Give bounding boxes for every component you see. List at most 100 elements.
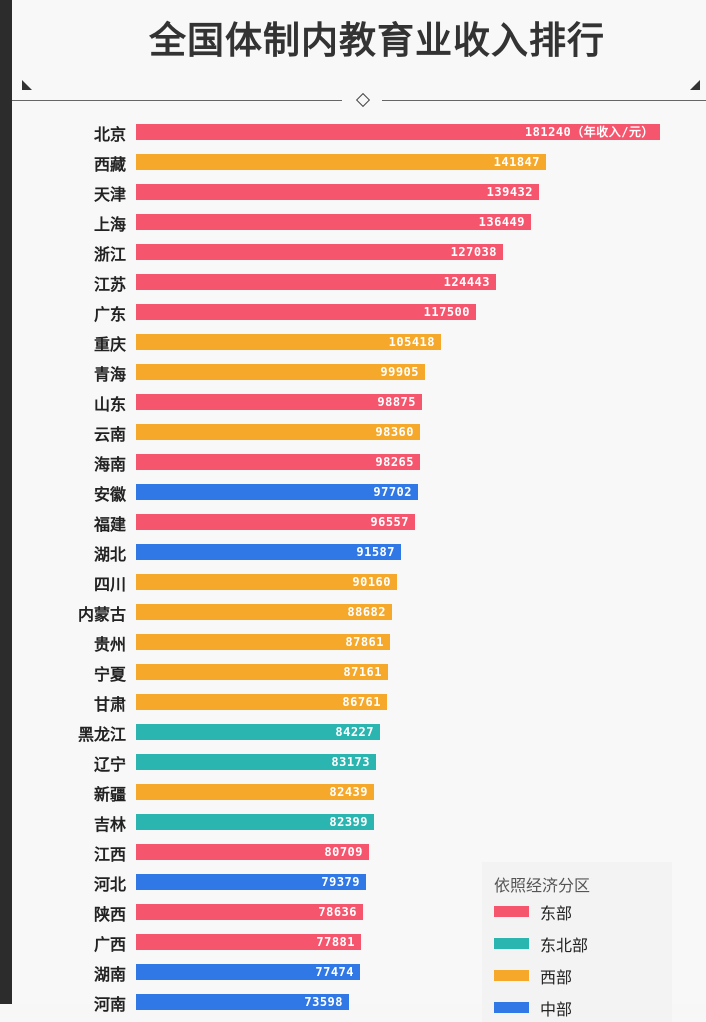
divider-right — [382, 100, 706, 101]
province-label: 甘肃 — [93, 695, 126, 714]
income-bar: 77474 — [136, 964, 360, 980]
bar-label-wrap: 西藏 — [12, 153, 126, 174]
bar-label-wrap: 安徽 — [12, 483, 126, 504]
income-bar: 86761 — [136, 694, 387, 710]
income-bar: 124443 — [136, 274, 496, 290]
bar-label-wrap: 甘肃 — [12, 693, 126, 714]
income-bar: 79379 — [136, 874, 366, 890]
income-bar: 97702 — [136, 484, 418, 500]
legend-swatch — [494, 938, 529, 949]
left-window-edge — [0, 0, 12, 1004]
bar-label-wrap: 吉林 — [12, 813, 126, 834]
bar-label-wrap: 河北 — [12, 873, 126, 894]
income-bar: 80709 — [136, 844, 369, 860]
income-bar: 82399 — [136, 814, 374, 830]
income-bar: 88682 — [136, 604, 392, 620]
legend-title: 依照经济分区 — [494, 876, 591, 895]
bar-label-wrap: 四川 — [12, 573, 126, 594]
bar-label-wrap: 天津 — [12, 183, 126, 204]
bar-label-wrap: 浙江 — [12, 243, 126, 264]
income-bar: 105418 — [136, 334, 441, 350]
province-label: 山东 — [93, 395, 126, 414]
province-label: 内蒙古 — [77, 605, 126, 624]
legend-label: 东北部 — [540, 936, 589, 955]
page-title: 全国体制内教育业收入排行 — [149, 19, 605, 62]
income-bar: 87161 — [136, 664, 388, 680]
province-label: 广东 — [93, 305, 126, 324]
province-label: 福建 — [93, 515, 126, 534]
province-label: 河北 — [93, 875, 126, 894]
province-label: 陕西 — [93, 905, 126, 924]
income-bar: 98265 — [136, 454, 420, 470]
bar-label-wrap: 海南 — [12, 453, 126, 474]
province-label: 辽宁 — [93, 755, 126, 774]
province-label: 海南 — [93, 455, 126, 474]
bar-label-wrap: 黑龙江 — [12, 723, 126, 744]
income-bar: 82439 — [136, 784, 374, 800]
bar-label-wrap: 云南 — [12, 423, 126, 444]
bar-label-wrap: 北京 — [12, 123, 126, 144]
income-bar: 98360 — [136, 424, 420, 440]
legend: 依照经济分区 东部 东北部 西部 中部 — [482, 862, 672, 1022]
bar-label-wrap: 江苏 — [12, 273, 126, 294]
province-label: 黑龙江 — [77, 725, 126, 744]
province-label: 安徽 — [93, 485, 126, 504]
income-bar: 141847 — [136, 154, 546, 170]
income-bar: 98875 — [136, 394, 422, 410]
income-bar: 73598 — [136, 994, 349, 1010]
income-bar: 87861 — [136, 634, 390, 650]
bar-label-wrap: 内蒙古 — [12, 603, 126, 624]
income-bar: 127038 — [136, 244, 503, 260]
bar-label-wrap: 福建 — [12, 513, 126, 534]
income-bar: 84227 — [136, 724, 380, 740]
province-label: 云南 — [93, 425, 126, 444]
bar-label-wrap: 山东 — [12, 393, 126, 414]
legend-swatch — [494, 906, 529, 917]
province-label: 湖南 — [93, 965, 126, 984]
bar-label-wrap: 宁夏 — [12, 663, 126, 684]
income-bar: 83173 — [136, 754, 376, 770]
province-label: 贵州 — [93, 635, 126, 654]
income-bar: 139432 — [136, 184, 539, 200]
province-label: 四川 — [93, 575, 126, 594]
bar-label-wrap: 贵州 — [12, 633, 126, 654]
income-bar: 91587 — [136, 544, 401, 560]
legend-label: 中部 — [540, 1000, 573, 1019]
corner-triangle-left-icon — [22, 80, 32, 90]
province-label: 江苏 — [93, 275, 126, 294]
bar-label-wrap: 江西 — [12, 843, 126, 864]
province-label: 重庆 — [93, 335, 126, 354]
legend-swatch — [494, 970, 529, 981]
province-label: 宁夏 — [93, 665, 126, 684]
bar-label-wrap: 新疆 — [12, 783, 126, 804]
legend-label: 西部 — [540, 968, 573, 987]
bar-label-wrap: 青海 — [12, 363, 126, 384]
diamond-icon — [355, 92, 371, 108]
bar-label-wrap: 上海 — [12, 213, 126, 234]
corner-triangle-right-icon — [690, 80, 700, 90]
bar-label-wrap: 湖北 — [12, 543, 126, 564]
province-label: 新疆 — [93, 785, 126, 804]
province-label: 江西 — [93, 845, 126, 864]
bar-label-wrap: 辽宁 — [12, 753, 126, 774]
province-label: 上海 — [93, 215, 126, 234]
legend-label: 东部 — [540, 904, 573, 923]
bar-label-wrap: 河南 — [12, 993, 126, 1014]
income-bar: 96557 — [136, 514, 415, 530]
province-label: 湖北 — [93, 545, 126, 564]
bar-label-wrap: 湖南 — [12, 963, 126, 984]
bar-label-wrap: 广西 — [12, 933, 126, 954]
province-label: 西藏 — [93, 155, 126, 174]
income-bar: 181240（年收入/元） — [136, 124, 660, 140]
bar-label-wrap: 陕西 — [12, 903, 126, 924]
income-bar: 136449 — [136, 214, 531, 230]
province-label: 北京 — [93, 125, 126, 144]
province-label: 吉林 — [93, 815, 126, 834]
divider-left — [12, 100, 342, 101]
income-bar: 90160 — [136, 574, 397, 590]
income-bar: 78636 — [136, 904, 363, 920]
bar-label-wrap: 重庆 — [12, 333, 126, 354]
income-bar: 117500 — [136, 304, 476, 320]
income-bar: 99905 — [136, 364, 425, 380]
province-label: 河南 — [93, 995, 126, 1014]
